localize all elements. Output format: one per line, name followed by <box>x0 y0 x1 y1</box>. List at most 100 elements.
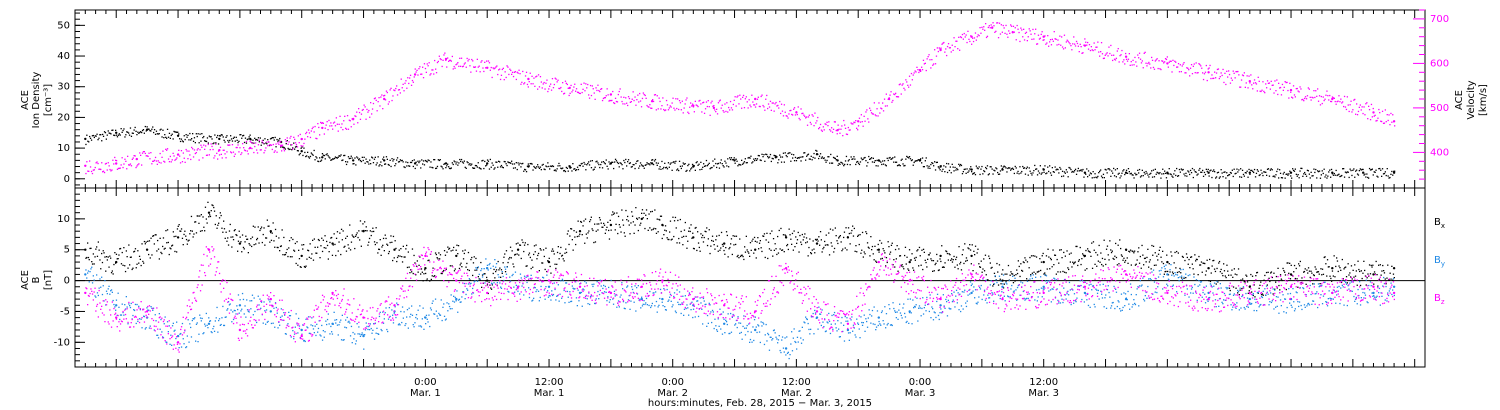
velocity-point-cloud <box>545 82 547 84</box>
velocity-point-cloud <box>1310 99 1312 101</box>
density-point-cloud <box>841 162 843 164</box>
velocity-point-cloud <box>816 120 818 122</box>
velocity-point-cloud <box>1380 120 1382 122</box>
density-point-cloud <box>406 165 408 167</box>
field-Bx-point-cloud <box>811 249 813 251</box>
field-Bx-point-cloud <box>977 248 979 250</box>
field-Bx-point-cloud <box>1127 262 1129 264</box>
density-point-cloud <box>1079 169 1081 172</box>
density-point-cloud <box>895 161 897 163</box>
velocity-point-cloud <box>313 131 315 133</box>
field-Bx-point-cloud <box>171 245 173 247</box>
velocity-point-cloud <box>890 91 892 93</box>
field-Bx-point-cloud <box>1247 292 1249 294</box>
velocity-point-cloud <box>724 103 726 105</box>
velocity-point-cloud <box>948 47 951 49</box>
field-Bx-point-cloud <box>326 244 329 247</box>
field-Bx-point-cloud <box>1016 272 1019 275</box>
velocity-point-cloud <box>148 152 150 154</box>
velocity-point-cloud <box>1090 46 1092 48</box>
density-point-cloud <box>207 142 209 144</box>
velocity-point-cloud <box>506 65 508 67</box>
density-point-cloud <box>979 173 981 176</box>
velocity-point-cloud <box>790 109 792 112</box>
field-Bx-point-cloud <box>766 232 768 234</box>
density-point-cloud <box>1059 166 1061 169</box>
velocity-point-cloud <box>1296 87 1298 90</box>
field-Bx-point-cloud <box>1073 262 1076 264</box>
velocity-point-cloud <box>499 78 502 81</box>
density-point-cloud <box>425 160 427 162</box>
field-Bx-point-cloud <box>453 270 456 272</box>
field-Bx-point-cloud <box>268 225 270 227</box>
velocity-point-cloud <box>151 163 153 165</box>
field-Bx-point-cloud <box>355 234 357 236</box>
density-point-cloud <box>188 139 190 141</box>
velocity-point-cloud <box>840 128 842 130</box>
density-point-cloud <box>361 156 363 158</box>
velocity-point-cloud <box>575 88 578 90</box>
field-Bx-point-cloud <box>276 246 278 249</box>
field-Bx-point-cloud <box>1173 262 1175 264</box>
velocity-point-cloud <box>428 62 430 64</box>
field-Bx-point-cloud <box>101 252 103 255</box>
velocity-point-cloud <box>142 151 145 153</box>
field-Bx-point-cloud <box>193 233 195 235</box>
density-point-cloud <box>1316 177 1318 179</box>
field-Bx-point-cloud <box>1215 283 1217 285</box>
field-Bx-point-cloud <box>951 258 953 260</box>
density-point-cloud <box>566 167 568 169</box>
velocity-point-cloud <box>412 81 414 83</box>
density-point-cloud <box>378 165 380 167</box>
density-point-cloud <box>1304 173 1307 175</box>
density-point-cloud <box>525 171 528 173</box>
density-point-cloud <box>1167 173 1169 175</box>
velocity-point-cloud <box>491 76 493 79</box>
field-Bx-point-cloud <box>528 252 531 254</box>
field-Bx-point-cloud <box>271 232 273 234</box>
density-point-cloud <box>924 160 926 162</box>
velocity-point-cloud <box>776 105 778 107</box>
density-point-cloud <box>1083 176 1085 178</box>
density-point-cloud <box>912 164 914 166</box>
field-Bx-point-cloud <box>828 254 831 256</box>
field-Bx-point-cloud <box>663 234 665 236</box>
velocity-point-cloud <box>441 65 443 68</box>
field-Bx-point-cloud <box>522 241 524 244</box>
field-Bx-point-cloud <box>131 268 133 271</box>
field-Bx-point-cloud <box>1095 251 1097 254</box>
velocity-point-cloud <box>416 69 418 71</box>
field-Bx-point-cloud <box>497 260 499 263</box>
density-point-cloud <box>862 158 864 160</box>
density-point-cloud <box>1061 175 1063 178</box>
velocity-point-cloud <box>436 61 439 64</box>
field-Bx-point-cloud <box>969 244 971 246</box>
field-Bx-point-cloud <box>570 228 572 230</box>
density-point-cloud <box>227 139 229 142</box>
field-Bx-point-cloud <box>617 215 620 218</box>
field-Bx-point-cloud <box>365 226 367 228</box>
field-Bx-point-cloud <box>213 210 216 212</box>
density-point-cloud <box>470 164 472 166</box>
field-Bx-point-cloud <box>243 248 245 250</box>
velocity-point-cloud <box>834 121 836 123</box>
field-Bx-point-cloud <box>677 219 679 222</box>
density-point-cloud <box>149 130 151 132</box>
field-Bx-point-cloud <box>287 255 289 258</box>
density-point-cloud <box>550 165 552 167</box>
field-Bx-point-cloud <box>899 255 901 257</box>
density-point-cloud <box>1108 168 1110 170</box>
velocity-point-cloud <box>1033 38 1035 40</box>
density-point-cloud <box>534 166 536 169</box>
density-point-cloud <box>818 155 821 157</box>
velocity-point-cloud <box>563 93 565 95</box>
density-point-cloud <box>693 165 695 167</box>
velocity-point-cloud <box>580 83 582 85</box>
velocity-point-cloud <box>279 141 281 143</box>
field-Bx-point-cloud <box>1120 247 1122 250</box>
velocity-point-cloud <box>1196 72 1198 74</box>
density-point-cloud <box>1101 177 1104 179</box>
density-point-cloud <box>982 173 984 175</box>
density-point-cloud <box>1350 169 1352 172</box>
velocity-point-cloud <box>600 88 602 90</box>
